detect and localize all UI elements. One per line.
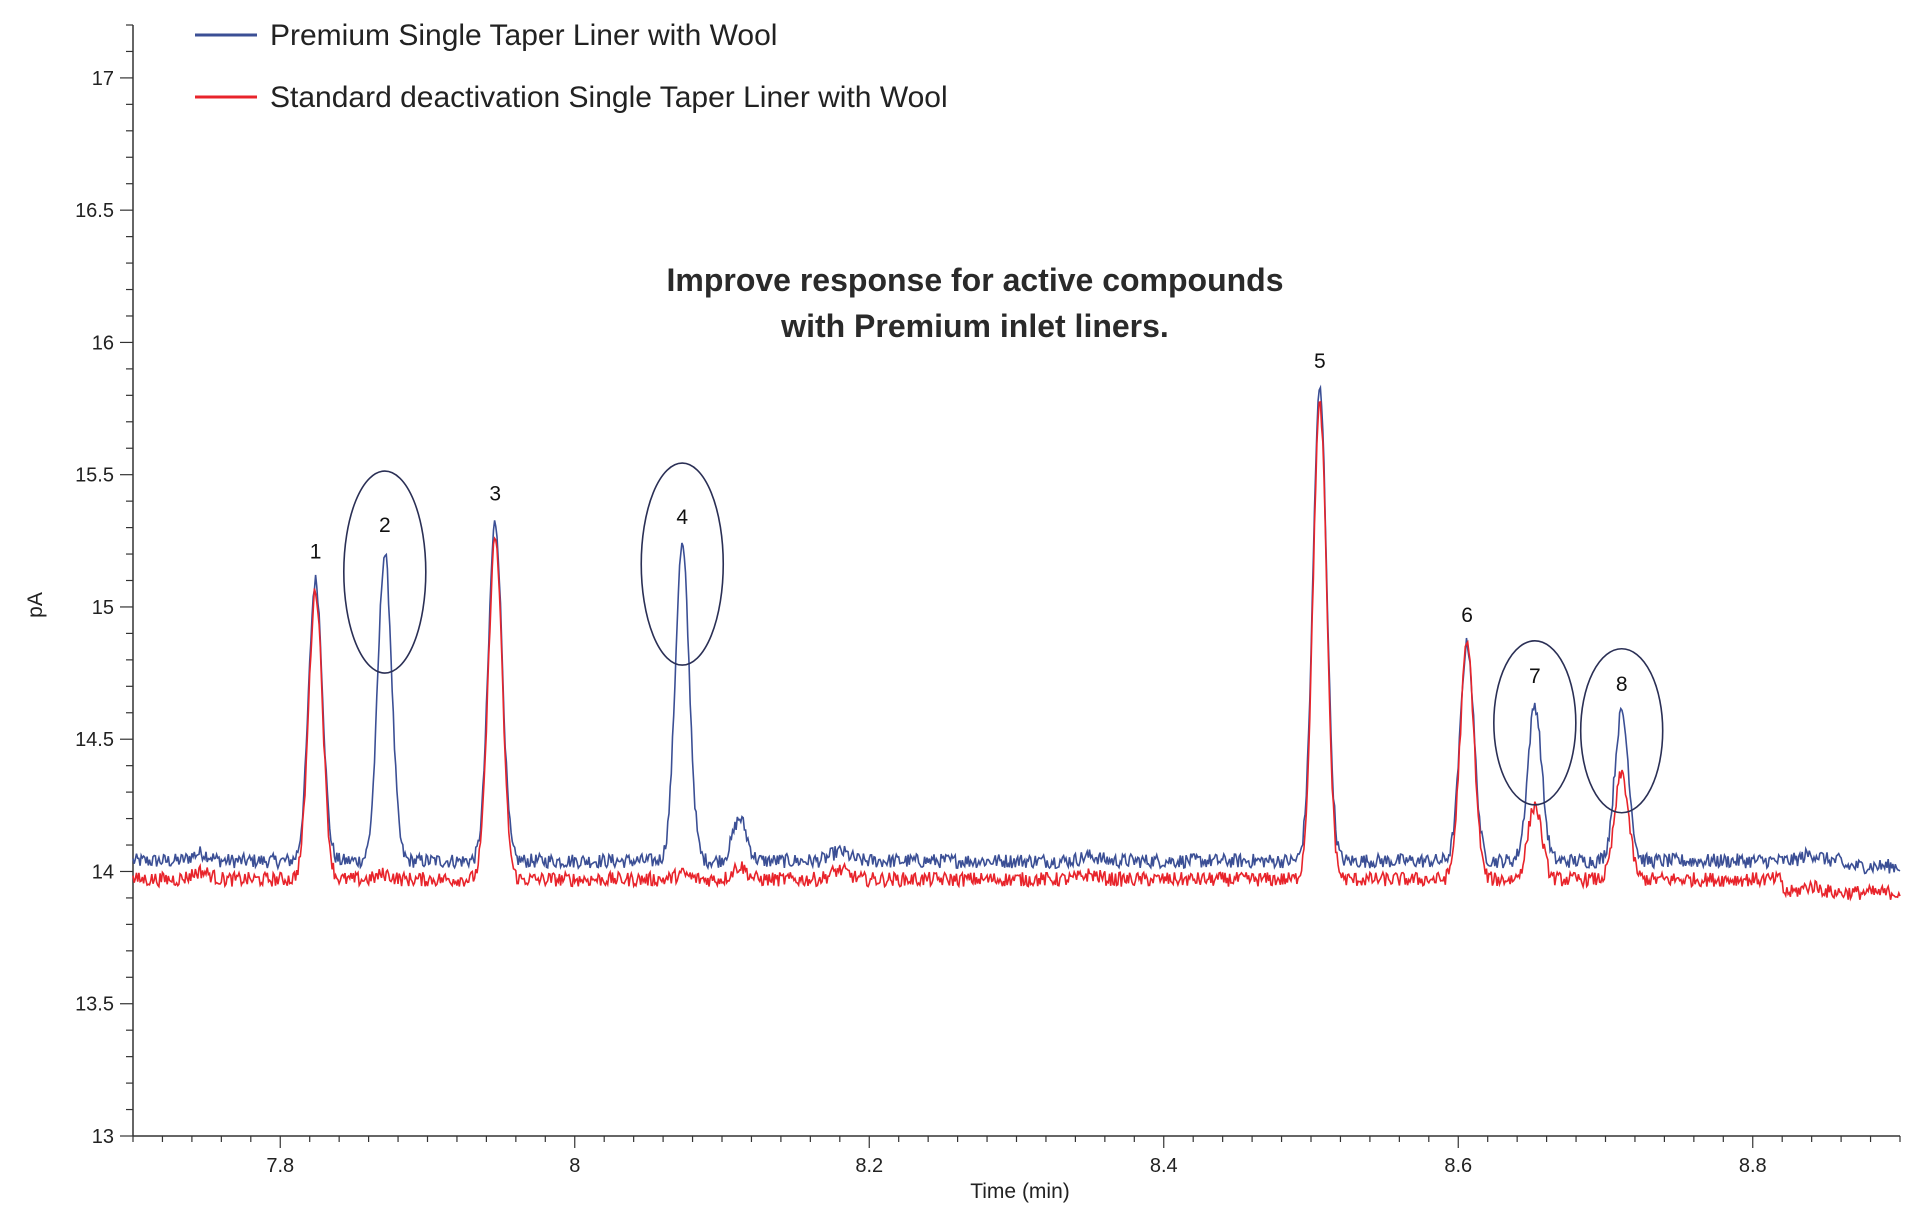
series-standard-trace <box>132 400 1901 902</box>
highlight-ellipse-peak-4 <box>640 462 725 666</box>
peak-label-1: 1 <box>310 541 322 564</box>
axes <box>132 25 1900 1137</box>
series-traces <box>132 384 1901 902</box>
x-tick-label: 8.6 <box>1444 1155 1472 1177</box>
x-tick-label: 8.4 <box>1150 1155 1178 1177</box>
annotation: Improve response for active compounds wi… <box>666 262 1283 344</box>
legend-label-standard: Standard deactivation Single Taper Liner… <box>270 81 948 114</box>
y-axis-label: pA <box>24 592 47 618</box>
peak-highlight-ellipses <box>342 462 1664 814</box>
y-tick-label: 15.5 <box>75 465 114 487</box>
highlight-ellipse-peak-7 <box>1493 640 1577 806</box>
peak-labels: 1 2 3 4 5 6 7 8 <box>310 350 1628 696</box>
y-tick-label: 14.5 <box>75 729 114 751</box>
y-tick-label: 17 <box>92 68 114 90</box>
y-tick-label: 15 <box>92 597 114 619</box>
legend-label-premium: Premium Single Taper Liner with Wool <box>270 19 777 52</box>
peak-label-4: 4 <box>676 506 688 529</box>
peak-label-5: 5 <box>1314 350 1326 373</box>
annotation-line-2: with Premium inlet liners. <box>780 308 1169 344</box>
y-tick-label: 13.5 <box>75 994 114 1016</box>
y-tick-label: 13 <box>92 1126 114 1148</box>
legend: Premium Single Taper Liner with Wool Sta… <box>195 19 948 114</box>
x-tick-label: 8 <box>569 1155 580 1177</box>
y-tick-label: 16.5 <box>75 200 114 222</box>
peak-label-8: 8 <box>1616 673 1628 696</box>
peak-label-6: 6 <box>1461 604 1473 627</box>
x-axis-label: Time (min) <box>970 1180 1070 1203</box>
y-tick-label: 16 <box>92 332 114 354</box>
peak-label-3: 3 <box>489 482 501 505</box>
y-tick-label: 14 <box>92 861 114 883</box>
annotation-line-1: Improve response for active compounds <box>666 262 1283 298</box>
series-premium-trace <box>132 384 1901 875</box>
highlight-ellipse-peak-8 <box>1579 647 1664 814</box>
highlight-ellipse-peak-2 <box>342 470 427 674</box>
x-tick-label: 8.8 <box>1739 1155 1767 1177</box>
peak-label-2: 2 <box>379 514 391 537</box>
x-tick-label: 8.2 <box>855 1155 883 1177</box>
peak-label-7: 7 <box>1529 665 1541 688</box>
x-tick-label: 7.8 <box>266 1155 294 1177</box>
